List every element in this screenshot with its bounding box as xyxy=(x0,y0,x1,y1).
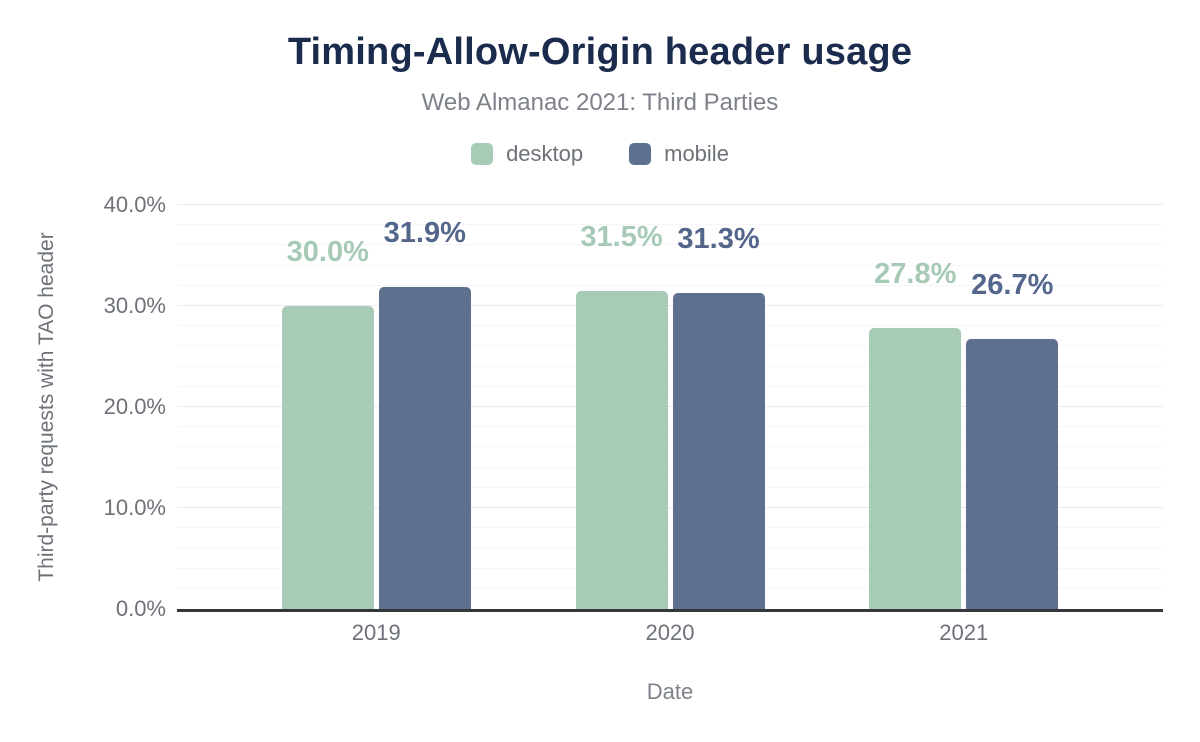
value-label-mobile-2021: 26.7% xyxy=(971,269,1054,302)
gridline-minor xyxy=(177,426,1163,428)
y-tick-label: 30.0% xyxy=(103,293,166,318)
y-tick-label: 10.0% xyxy=(103,495,166,520)
legend-label-mobile: mobile xyxy=(664,141,729,166)
gridline-minor xyxy=(177,547,1163,549)
gridline-minor xyxy=(177,446,1163,448)
plot-area: 30.0% 31.9% 2019 31.5% 31.3% 2020 27.8% 26.7% 20… xyxy=(177,204,1163,645)
gridline-minor xyxy=(177,466,1163,468)
value-label-desktop-2020: 31.5% xyxy=(580,220,663,253)
gridline-minor xyxy=(177,587,1163,589)
gridline-minor xyxy=(177,224,1163,226)
gridline-minor xyxy=(177,244,1163,246)
gridline-minor xyxy=(177,365,1163,367)
gridline-minor xyxy=(177,284,1163,286)
legend-swatch-desktop xyxy=(471,143,494,165)
y-tick-label: 40.0% xyxy=(103,192,166,217)
bar-mobile-2021[interactable] xyxy=(966,339,1059,609)
y-tick-label: 20.0% xyxy=(103,394,166,419)
x-tick-label: 2019 xyxy=(351,620,401,645)
gridline-minor xyxy=(177,527,1163,529)
bar-mobile-2020[interactable] xyxy=(672,292,765,609)
gridline-major xyxy=(177,305,1163,306)
gridline-minor xyxy=(177,385,1163,387)
chart-title: Timing-Allow-Origin header usage xyxy=(287,31,913,73)
legend: desktop mobile xyxy=(0,141,1200,167)
value-label-mobile-2019: 31.9% xyxy=(383,216,466,249)
gridline-minor xyxy=(177,567,1163,569)
bar-desktop-2021[interactable] xyxy=(869,328,962,609)
chart-subtitle: Web Almanac 2021: Third Parties xyxy=(421,89,779,116)
x-tick-label: 2020 xyxy=(645,620,695,645)
value-label-desktop-2019: 30.0% xyxy=(286,236,369,268)
gridline-major xyxy=(177,204,1163,205)
value-label-mobile-2020: 31.3% xyxy=(677,222,760,255)
gridline-major xyxy=(177,507,1163,508)
legend-item-desktop: desktop xyxy=(471,141,583,167)
gridline-minor xyxy=(177,325,1163,327)
gridline-minor xyxy=(177,486,1163,488)
y-tick-label: 0.0% xyxy=(115,596,166,621)
legend-item-mobile: mobile xyxy=(629,141,729,167)
x-tick-label: 2021 xyxy=(939,620,989,645)
x-axis-title: Date xyxy=(646,679,694,704)
gridline-minor xyxy=(177,345,1163,347)
value-label-desktop-2021: 27.8% xyxy=(874,258,957,291)
bar-mobile-2019[interactable] xyxy=(378,286,471,609)
gridline-minor xyxy=(177,264,1163,266)
bar-desktop-2020[interactable] xyxy=(575,290,668,609)
legend-swatch-mobile xyxy=(629,143,652,165)
bar-desktop-2019[interactable] xyxy=(281,306,374,609)
gridline-major xyxy=(177,406,1163,407)
legend-label-desktop: desktop xyxy=(506,141,584,166)
